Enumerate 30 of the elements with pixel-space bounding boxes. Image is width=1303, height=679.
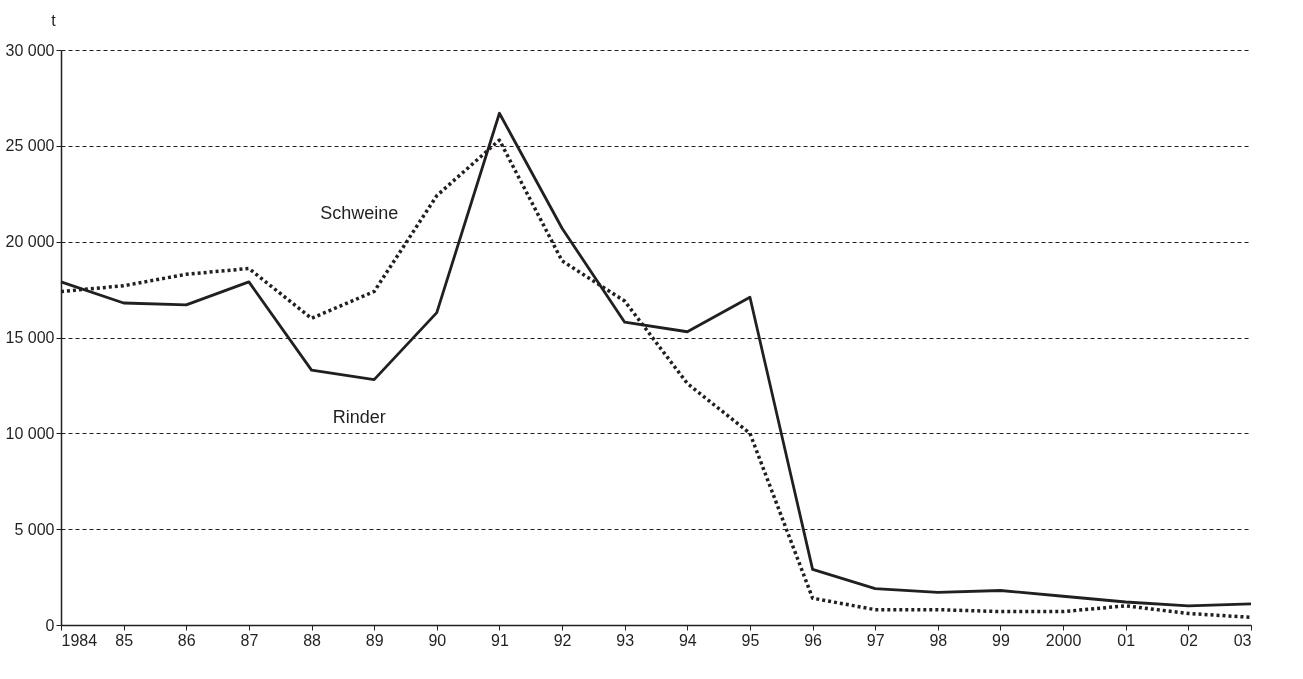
x-tick-label: 2000 — [1045, 631, 1082, 649]
x-tick-label: 85 — [115, 631, 134, 649]
y-tick-label: 15 000 — [5, 329, 55, 346]
y-tick-label: 30 000 — [5, 41, 55, 59]
series-label: Rinder — [332, 406, 386, 427]
x-tick-label: 92 — [553, 631, 572, 649]
x-tick-label: 86 — [177, 631, 196, 649]
x-tick-label: 93 — [616, 631, 635, 649]
y-tick-label: 10 000 — [5, 424, 55, 442]
x-tick-label: 96 — [804, 631, 823, 649]
x-tick-label: 88 — [303, 631, 322, 649]
x-tick-label: 02 — [1179, 631, 1198, 649]
x-tick-label: 99 — [992, 631, 1010, 649]
x-tick-label: 94 — [678, 631, 697, 649]
x-tick-label: 03 — [1233, 631, 1252, 649]
y-tick-label: 5 000 — [14, 520, 55, 538]
series-label: Schweine — [320, 202, 399, 223]
y-tick-label: 25 000 — [5, 137, 55, 155]
x-tick-label: 89 — [365, 631, 384, 649]
x-tick-label: 97 — [866, 631, 885, 649]
y-tick-label: 20 000 — [5, 233, 55, 251]
y-tick-label: 0 — [45, 616, 55, 634]
x-tick-label: 91 — [491, 631, 509, 649]
x-tick-label: 1984 — [61, 631, 98, 649]
x-tick-label: 95 — [741, 631, 760, 649]
x-tick-label: 01 — [1117, 631, 1136, 649]
x-tick-label: 87 — [240, 631, 259, 649]
y-axis-title: t — [51, 11, 57, 29]
x-tick-label: 90 — [428, 631, 447, 649]
x-tick-label: 98 — [929, 631, 948, 649]
